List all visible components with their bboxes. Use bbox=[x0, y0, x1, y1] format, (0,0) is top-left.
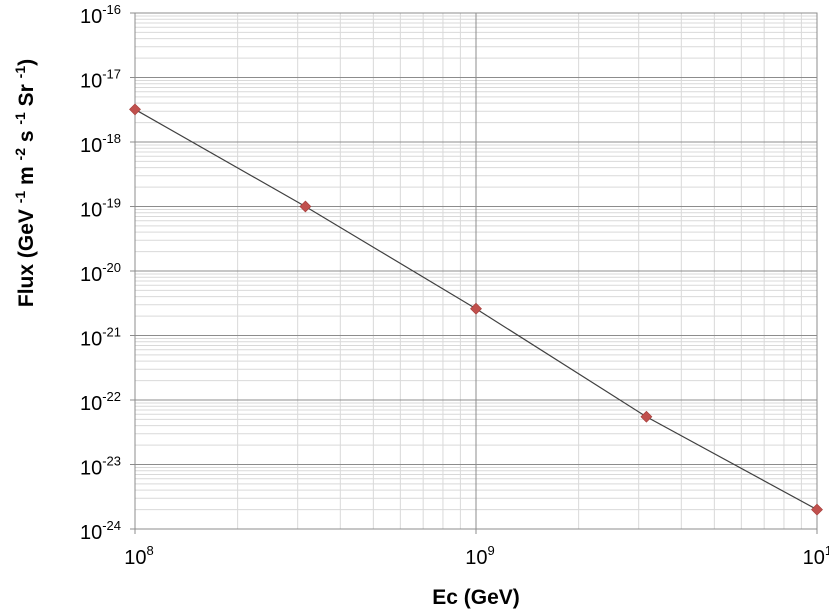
y-tick-label: 10-17 bbox=[80, 67, 121, 93]
y-tick-label: 10-18 bbox=[80, 131, 121, 157]
data-point-marker bbox=[640, 410, 653, 423]
x-axis-title: Ec (GeV) bbox=[432, 586, 520, 609]
x-tick-label: 108 bbox=[124, 543, 153, 569]
data-point-marker bbox=[129, 103, 141, 116]
y-tick-label: 10-16 bbox=[80, 2, 121, 28]
x-tick-label: 1010 bbox=[803, 543, 829, 569]
data-point-marker bbox=[470, 302, 482, 315]
data-points bbox=[129, 103, 823, 516]
y-tick-label: 10-19 bbox=[80, 196, 121, 222]
y-tick-label: 10-20 bbox=[80, 260, 121, 286]
y-tick-label: 10-24 bbox=[80, 518, 121, 544]
x-axis-ticks: 108 109 1010 bbox=[124, 529, 829, 569]
data-point-marker bbox=[811, 503, 823, 516]
y-tick-label: 10-21 bbox=[80, 325, 121, 351]
y-tick-label: 10-23 bbox=[80, 454, 121, 480]
x-tick-label: 109 bbox=[465, 543, 494, 569]
y-axis-ticks: 10-16 10-17 10-18 10-19 10-20 10-21 10-22 10-23… bbox=[80, 2, 135, 544]
y-axis-title: Flux (GeV -1 m -2 s -1 Sr -1) bbox=[12, 59, 38, 307]
data-point-marker bbox=[299, 200, 312, 213]
y-tick-label: 10-22 bbox=[80, 389, 121, 415]
